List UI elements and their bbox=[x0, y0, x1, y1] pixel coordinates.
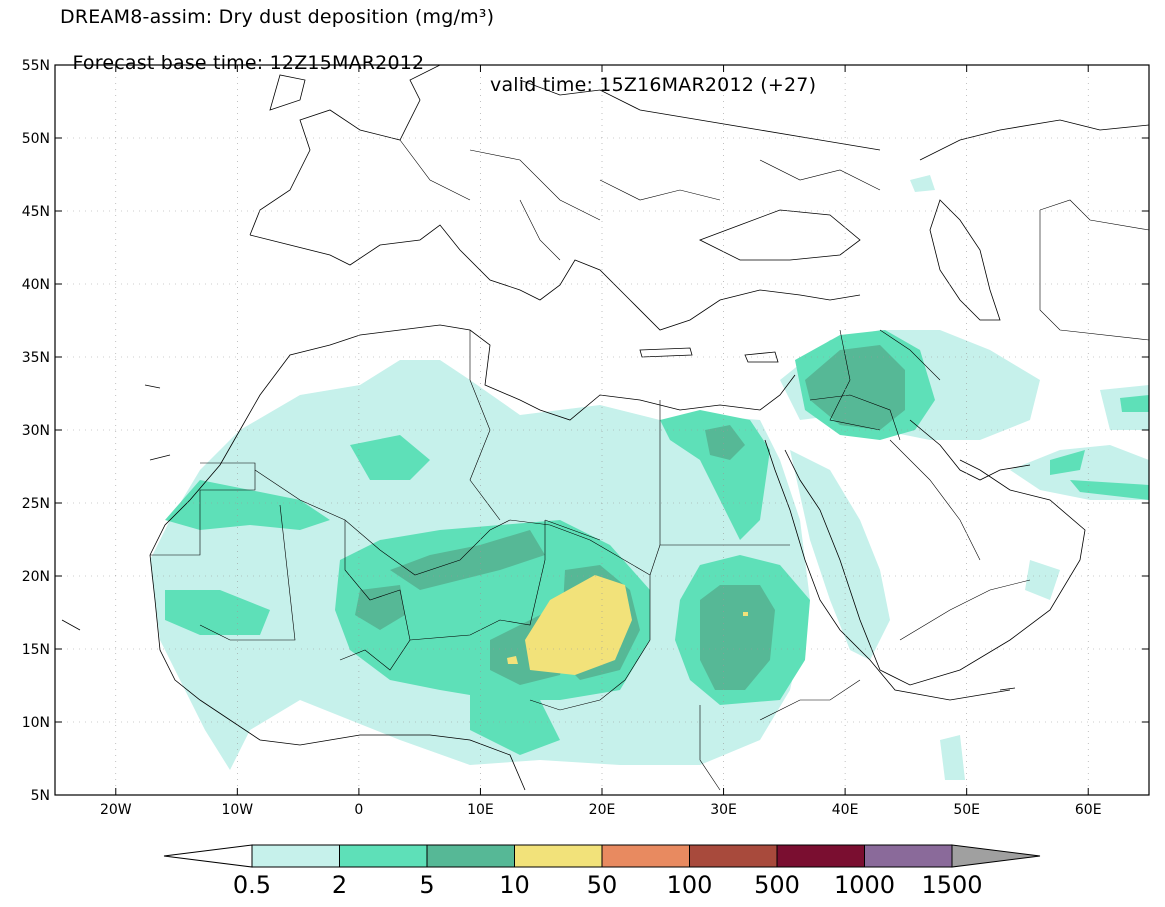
lon-tick-label: 20W bbox=[100, 802, 132, 818]
colorbar-level-label: 0.5 bbox=[233, 871, 271, 899]
lon-tick-label: 50E bbox=[953, 802, 980, 818]
lon-tick-label: 0 bbox=[354, 802, 363, 818]
graticule bbox=[55, 65, 1149, 795]
lon-tick-label: 10W bbox=[221, 802, 253, 818]
lat-tick-label: 45N bbox=[22, 204, 50, 220]
colorbar: 0.5 2 5 10 50 100 500 1000 1500 bbox=[163, 844, 1041, 899]
lon-tick-label: 20E bbox=[589, 802, 616, 818]
colorbar-level-label: 1500 bbox=[921, 871, 982, 899]
latitude-axis: 55N 50N 45N 40N 35N 30N 25N 20N 15N 10N 5N bbox=[22, 58, 1149, 804]
colorbar-level-label: 5 bbox=[419, 871, 434, 899]
forecast-base-time: Forecast base time: 12Z15MAR2012 bbox=[72, 52, 425, 74]
map-subtitle: Forecast base time: 12Z15MAR2012 valid t… bbox=[60, 30, 816, 96]
lat-tick-label: 55N bbox=[22, 58, 50, 74]
colorbar-swatch bbox=[776, 844, 865, 868]
dust-fields bbox=[150, 175, 1149, 780]
colorbar-swatch bbox=[601, 844, 690, 868]
lat-tick-label: 30N bbox=[22, 423, 50, 439]
colorbar-swatch bbox=[426, 844, 515, 868]
lat-tick-label: 5N bbox=[31, 788, 50, 804]
colorbar-level-label: 500 bbox=[754, 871, 800, 899]
colorbar-under-arrow bbox=[163, 844, 253, 868]
map-title: DREAM8-assim: Dry dust deposition (mg/m³… bbox=[60, 6, 495, 28]
colorbar-level-label: 2 bbox=[332, 871, 347, 899]
valid-time: valid time: 15Z16MAR2012 (+27) bbox=[490, 74, 817, 96]
lat-tick-label: 15N bbox=[22, 642, 50, 658]
dust-level-0.5 bbox=[150, 175, 1149, 780]
lat-tick-label: 40N bbox=[22, 277, 50, 293]
colorbar-level-label: 10 bbox=[499, 871, 530, 899]
colorbar-swatch bbox=[514, 844, 603, 868]
colorbar-over-arrow bbox=[951, 844, 1041, 868]
lat-tick-label: 50N bbox=[22, 131, 50, 147]
lat-tick-label: 20N bbox=[22, 569, 50, 585]
lon-tick-label: 10E bbox=[467, 802, 494, 818]
lon-tick-label: 30E bbox=[710, 802, 737, 818]
dust-level-10 bbox=[507, 575, 748, 675]
dust-level-5 bbox=[355, 345, 905, 690]
lat-tick-label: 35N bbox=[22, 350, 50, 366]
colorbar-swatch bbox=[251, 844, 340, 868]
lon-tick-label: 60E bbox=[1075, 802, 1102, 818]
colorbar-level-label: 50 bbox=[587, 871, 618, 899]
colorbar-swatch bbox=[864, 844, 953, 868]
lon-tick-label: 40E bbox=[832, 802, 859, 818]
colorbar-level-label: 1000 bbox=[834, 871, 895, 899]
colorbar-level-label: 100 bbox=[667, 871, 713, 899]
lat-tick-label: 25N bbox=[22, 496, 50, 512]
colorbar-swatch bbox=[689, 844, 778, 868]
lat-tick-label: 10N bbox=[22, 715, 50, 731]
colorbar-swatch bbox=[339, 844, 428, 868]
coastlines bbox=[61, 65, 1149, 791]
longitude-axis: 20W 10W 0 10E 20E 30E 40E 50E 60E bbox=[100, 65, 1102, 818]
